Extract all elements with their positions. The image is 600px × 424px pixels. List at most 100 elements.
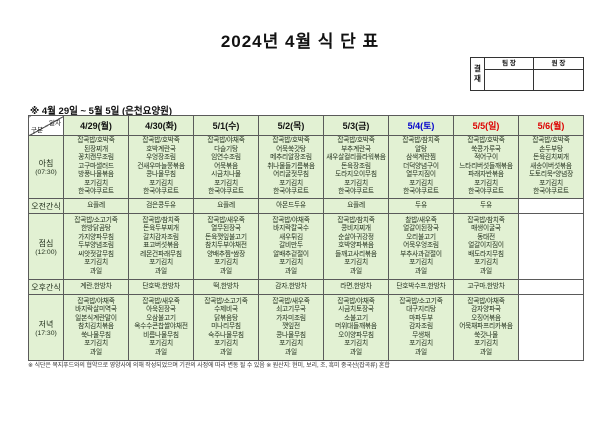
menu-item: 표고버섯볶음: [143, 242, 179, 250]
menu-item: 무생채: [412, 331, 430, 339]
menu-item: 가자미조림: [276, 314, 306, 322]
menu-item: 한국야쿠르트: [533, 188, 569, 196]
menu-item: 과일: [220, 348, 232, 356]
menu-item: 찰밥/새우죽: [405, 216, 437, 224]
menu-cell: 잡곡밥/새우죽 쇠고기무국 가자미조림 깻잎전 콩나물무침 포기김치 과일: [258, 294, 324, 361]
menu-item: 참치김치볶음: [78, 323, 114, 331]
corner-category-label: 구분: [31, 127, 43, 134]
menu-item: 과일: [350, 267, 362, 275]
menu-item: 포기김치: [539, 179, 563, 187]
approval-signature-cell: [534, 70, 583, 90]
menu-cell: 잡곡밥/호박죽 부추계란국 새우살컬리플라워볶음 돈육장조림 도라지오이무침 포기김치 한국…: [323, 135, 389, 199]
menu-item: 갈비만두: [279, 242, 303, 250]
menu-item: 알탕: [415, 145, 427, 153]
menu-item: 아욱된장국: [146, 306, 176, 314]
approval-label: 결재: [471, 58, 485, 90]
menu-item: 포기김치: [84, 179, 108, 187]
table-row-오전간식: 오전간식 요플레 검은콩두유 요플레 아몬드두유 요플레 두유 두유: [28, 198, 584, 214]
menu-item: 매생이굴국: [471, 225, 501, 233]
menu-item: 일본식계란말이: [75, 314, 117, 322]
menu-item: 마파두부: [409, 314, 433, 322]
menu-item: 느타리버섯들깨볶음: [459, 162, 513, 170]
approval-column-header: 팀 장: [485, 58, 534, 69]
menu-item: 잡곡밥/호박죽: [532, 137, 570, 145]
menu-item: 포기김치: [214, 179, 238, 187]
menu-cell: 잡곡밥/야채죽 바지락칼국수 새우튀김 갈비만두 알배추겉절이 포기김치 과일: [258, 213, 324, 280]
menu-item: 들깨고사리볶음: [335, 250, 377, 258]
menu-item: 포기김치: [214, 259, 238, 267]
menu-item: 과일: [480, 267, 492, 275]
menu-item: 잡곡밥/야채죽: [272, 216, 310, 224]
menu-item: 잡곡밥/참치죽: [337, 216, 375, 224]
menu-item: 부추사과겉절이: [400, 250, 442, 258]
menu-item: 콩나물무침: [146, 171, 176, 179]
menu-cell: 두유: [388, 198, 454, 214]
menu-item: 얼갈이지짐이: [468, 242, 504, 250]
menu-cell: 찰밥/새우죽 얼갈이된장국 오리불고기 어묵우엉조림 부추사과겉절이 포기김치 과일: [388, 213, 454, 280]
column-header-5/2(목): 5/2(목): [258, 115, 324, 136]
page-title: 2024년 4월 식 단 표: [220, 32, 380, 51]
menu-item: 포기김치: [149, 340, 173, 348]
menu-item: 알배추겉절이: [273, 250, 309, 258]
menu-item: 잡곡밥/야채죽: [467, 297, 505, 305]
menu-cell: 잡곡밥/호박죽 어묵쑥갓탕 메추리알장조림 취나물들기름볶음 어리굴젓무침 포기김치 한국야…: [258, 135, 324, 199]
menu-cell: 잡곡밥/새우죽 열무된장국 돈육깻잎불고기 참치두부야채전 양배추찜*쌈장 포기김치 과일: [193, 213, 259, 280]
menu-cell: 단호박,한방차: [128, 279, 194, 295]
menu-item: 오징어볶음: [471, 314, 501, 322]
menu-item: 돈육김치찌개: [533, 154, 569, 162]
menu-item: 쑥콩가루국: [471, 145, 501, 153]
menu-item: 한국야쿠르트: [208, 188, 244, 196]
menu-item: 잡곡밥/소고기죽: [204, 297, 248, 305]
column-header-5/5(일): 5/5(일): [453, 115, 519, 136]
menu-item: 과일: [90, 348, 102, 356]
approval-signature-cells: [485, 70, 583, 90]
menu-item: 요플레: [347, 202, 365, 209]
menu-item: 우엉장조림: [146, 154, 176, 162]
menu-item: 포기김치: [474, 340, 498, 348]
menu-item: 과일: [350, 348, 362, 356]
menu-item: 순살아귀강정: [338, 233, 374, 241]
menu-cell: 잡곡밥/호박죽 된장찌개 꽁치캔무조림 고구마샐러드 방풍나물볶음 포기김치 한국야쿠르트: [63, 135, 129, 199]
menu-item: 쑥갓나물: [474, 331, 498, 339]
menu-cell: 잡곡밥/호박죽 호박계란국 우엉장조림 건새우마늘쫑볶음 콩나물무침 포기김치 한국야쿠르트: [128, 135, 194, 199]
menu-cell: 요플레: [63, 198, 129, 214]
menu-item: 된장찌개: [84, 145, 108, 153]
menu-cell: 고구마,한방차: [453, 279, 519, 295]
menu-item: 삼색계란찜: [406, 154, 436, 162]
menu-item: 방풍나물볶음: [78, 171, 114, 179]
menu-item: 포기김치: [344, 259, 368, 267]
menu-item: 갈치감자조림: [143, 233, 179, 241]
menu-item: 쇠고기무국: [276, 306, 306, 314]
menu-item: 포기김치: [344, 340, 368, 348]
menu-item: 잡곡밥/소고기죽: [399, 297, 443, 305]
menu-item: 얼갈이된장국: [403, 225, 439, 233]
menu-item: 동태전: [477, 233, 495, 241]
menu-cell: 떡,한방차: [193, 279, 259, 295]
menu-item: 시금치나물: [211, 171, 241, 179]
menu-item: 호박계란국: [146, 145, 176, 153]
menu-item: 단호박수프,한방차: [396, 283, 446, 290]
menu-item: 두유: [480, 202, 492, 209]
menu-item: 고구마,한방차: [467, 283, 505, 290]
menu-item: 새우살컬리플라워볶음: [326, 154, 386, 162]
menu-item: 포기김치: [84, 340, 108, 348]
menu-item: 어묵볶음: [214, 162, 238, 170]
menu-item: 돈육두부찌개: [143, 225, 179, 233]
menu-cell: 감자,한방차: [258, 279, 324, 295]
menu-item: 양배추찜*쌈장: [206, 250, 246, 258]
menu-item: 수제비국: [214, 306, 238, 314]
menu-item: 과일: [220, 267, 232, 275]
menu-item: 취나물들기름볶음: [267, 162, 315, 170]
menu-item: 포기김치: [474, 259, 498, 267]
menu-item: 포기김치: [214, 340, 238, 348]
menu-item: 잡곡밥/야채죽: [337, 297, 375, 305]
menu-item: 콩비지찌개: [341, 225, 371, 233]
column-header-5/4(토): 5/4(토): [388, 115, 454, 136]
menu-item: 한국야쿠르트: [273, 188, 309, 196]
menu-cell: 잡곡밥/새우죽 아욱된장국 오삼불고기 옥수수콘찹쌀야채전 비름나물무침 포기김치 과일: [128, 294, 194, 361]
menu-item: 과일: [90, 267, 102, 275]
menu-item: 배도라지무침: [468, 250, 504, 258]
corner-date-label: 일자: [49, 120, 61, 127]
